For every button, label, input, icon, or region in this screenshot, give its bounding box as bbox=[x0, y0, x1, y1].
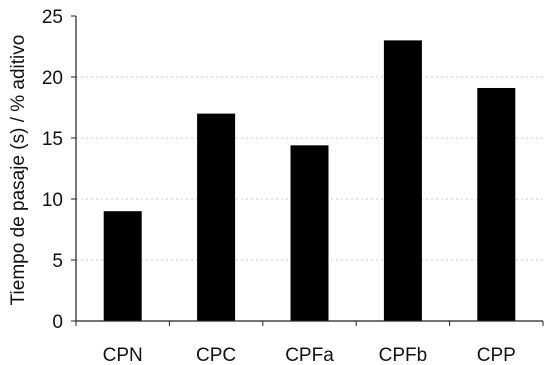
y-tick-labels: 0 5 10 15 20 25 bbox=[42, 7, 63, 333]
y-tick-label: 15 bbox=[42, 129, 63, 150]
y-tick-label: 20 bbox=[42, 68, 63, 89]
x-tick-label: CPFb bbox=[379, 345, 428, 365]
y-tick-label: 0 bbox=[52, 312, 63, 333]
y-tick-label: 25 bbox=[42, 7, 63, 28]
x-tick-label: CPN bbox=[103, 345, 143, 365]
bars bbox=[103, 40, 516, 322]
bar-cpfb bbox=[383, 40, 422, 322]
bar-cpfa bbox=[290, 145, 329, 321]
x-tick-label: CPP bbox=[477, 345, 516, 365]
bar-cpc bbox=[197, 113, 236, 321]
x-tick-label: CPC bbox=[196, 345, 236, 365]
x-tick-labels: CPN CPC CPFa CPFb CPP bbox=[103, 345, 516, 365]
x-tick-label: CPFa bbox=[285, 345, 334, 365]
y-tick-label: 5 bbox=[52, 251, 63, 272]
bar-cpp bbox=[477, 87, 516, 321]
bar-cpn bbox=[103, 211, 142, 321]
axes bbox=[71, 15, 544, 326]
y-tick-label: 10 bbox=[42, 190, 63, 211]
y-axis-title: Tiempo de pasaje (s) / % aditivo bbox=[8, 35, 29, 306]
